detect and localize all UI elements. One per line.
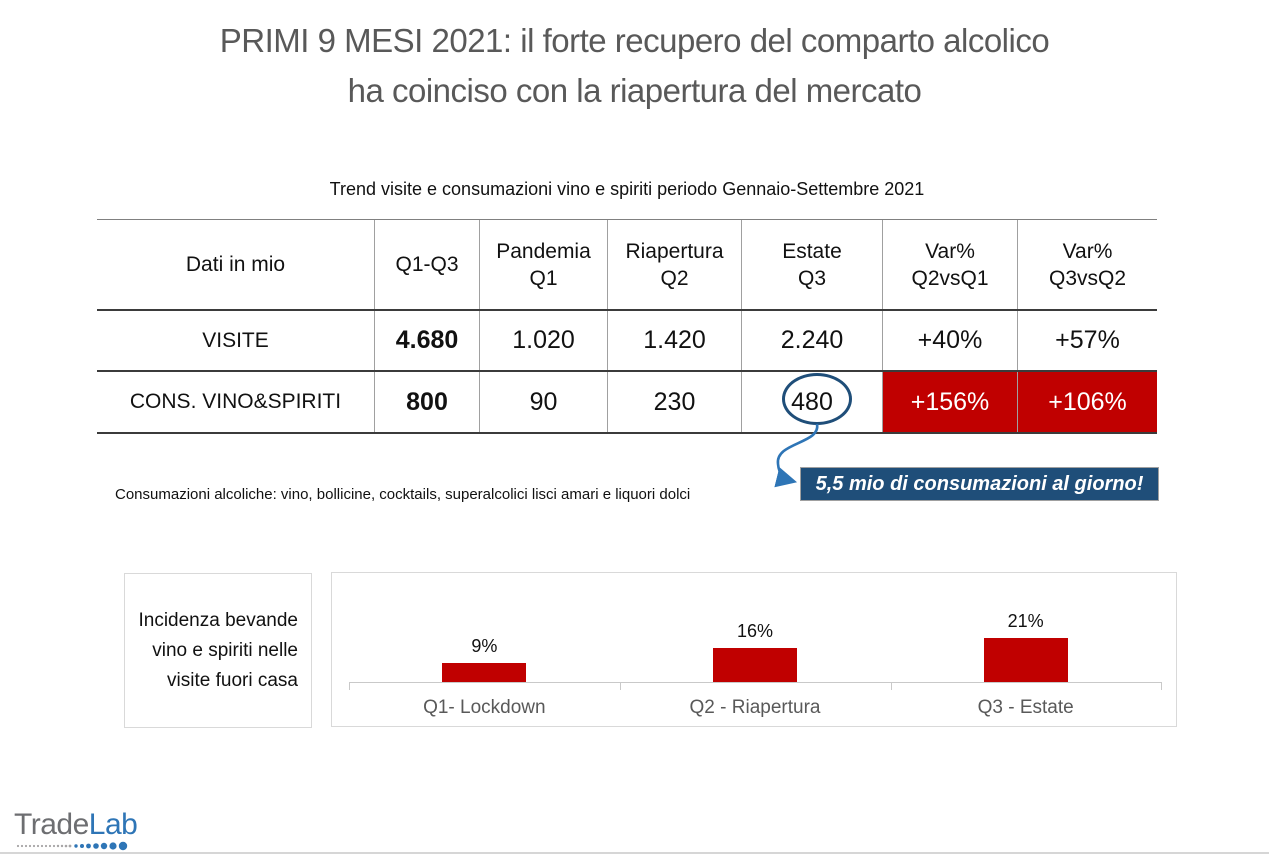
callout-box: 5,5 mio di consumazioni al giorno! — [800, 467, 1159, 501]
header-text: Q3vsQ2 — [1048, 266, 1127, 290]
header-text: Var% — [1062, 239, 1113, 263]
bar-q1 — [442, 663, 527, 682]
row-label-cons-vino-spiriti: CONS. VINO&SPIRITI — [97, 372, 375, 432]
cell-cons-q3-circled: 480 — [742, 372, 883, 432]
table-row-visite: VISITE 4.680 1.020 1.420 2.240 +40% +57% — [97, 311, 1157, 372]
header-cell-dati-in-mio: Dati in mio — [97, 220, 375, 309]
header-cell-var-q2vsq1: Var% Q2vsQ1 — [883, 220, 1018, 309]
bar-q2 — [713, 648, 797, 682]
header-text: Q2 — [660, 266, 689, 290]
table-title: Trend visite e consumazioni vino e spiri… — [329, 179, 925, 199]
cell-visite-var-q2vsq1: +40% — [883, 311, 1018, 370]
axis-tick — [349, 682, 350, 690]
header-cell-q1q3: Q1-Q3 — [375, 220, 480, 309]
category-label-q1: Q1- Lockdown — [423, 697, 546, 718]
logo-text: TradeLab — [14, 808, 138, 841]
data-table: Dati in mio Q1-Q3 Pandemia Q1 Riapertura… — [97, 219, 1157, 434]
chart-plot-area: 9% 16% 21% — [349, 573, 1161, 682]
header-text: Estate — [782, 239, 842, 263]
chart-side-label-box: Incidenza bevande vino e spiriti nelle v… — [124, 573, 312, 728]
header-text: Q2vsQ1 — [911, 266, 989, 290]
header-cell-estate: Estate Q3 — [742, 220, 883, 309]
bar-group-q1: 9% — [349, 573, 620, 682]
category-label-q3: Q3 - Estate — [977, 697, 1074, 718]
axis-tick — [620, 682, 621, 690]
logo-dots-icon — [16, 841, 128, 851]
cell-cons-var-q2vsq1: +156% — [883, 372, 1018, 432]
cell-cons-q1q3: 800 — [375, 372, 480, 432]
cell-visite-q1q3: 4.680 — [375, 311, 480, 370]
cell-visite-q2: 1.420 — [608, 311, 742, 370]
bar-q3 — [983, 638, 1068, 682]
category-label-q2: Q2 - Riapertura — [689, 697, 821, 718]
category-axis: Q1- Lockdown Q2 - Riapertura Q3 - Estate — [349, 697, 1161, 719]
cell-cons-var-q3vsq2: +106% — [1018, 372, 1157, 432]
axis-tick — [891, 682, 892, 690]
bottom-divider — [0, 852, 1269, 854]
header-text: Var% — [925, 239, 975, 263]
logo-text-lab: Lab — [88, 808, 138, 841]
bar-value-label: 9% — [471, 636, 498, 656]
cell-visite-q1: 1.020 — [480, 311, 608, 370]
page-title: PRIMI 9 MESI 2021: il forte recupero del… — [0, 16, 1269, 116]
header-cell-riapertura: Riapertura Q2 — [608, 220, 742, 309]
cell-visite-q3: 2.240 — [742, 311, 883, 370]
bar-group-q2: 16% — [620, 573, 891, 682]
table-row-cons-vino-spiriti: CONS. VINO&SPIRITI 800 90 230 480 +156% … — [97, 372, 1157, 434]
x-axis-line — [349, 682, 1161, 683]
header-cell-pandemia: Pandemia Q1 — [480, 220, 608, 309]
header-cell-var-q3vsq2: Var% Q3vsQ2 — [1018, 220, 1157, 309]
header-text: Dati in mio — [185, 253, 286, 276]
cell-cons-q2: 230 — [608, 372, 742, 432]
bar-group-q3: 21% — [890, 573, 1161, 682]
chart-side-label-text: Incidenza bevande vino e spiriti nelle v… — [138, 609, 298, 691]
page-title-line2: ha coinciso con la riapertura del mercat… — [347, 72, 922, 109]
footnote: Consumazioni alcoliche: vino, bollicine,… — [115, 486, 691, 503]
header-text: Pandemia — [496, 239, 591, 263]
header-text: Q1 — [529, 266, 558, 290]
logo-text-trade: Trade — [14, 808, 89, 841]
page-title-line1: PRIMI 9 MESI 2021: il forte recupero del… — [219, 22, 1050, 59]
header-text: Q1-Q3 — [395, 253, 459, 276]
table-header-row: Dati in mio Q1-Q3 Pandemia Q1 Riapertura… — [97, 220, 1157, 311]
cell-cons-q1: 90 — [480, 372, 608, 432]
cell-visite-var-q3vsq2: +57% — [1055, 326, 1120, 354]
incidence-bar-chart: 9% 16% 21% Q1- Lockdown Q2 - Riapertura … — [331, 572, 1177, 727]
header-text: Riapertura — [625, 239, 724, 263]
header-text: Q3 — [797, 266, 826, 290]
bar-value-label: 21% — [1007, 611, 1044, 631]
tradelab-logo: TradeLab — [14, 808, 138, 851]
curved-arrow-icon — [774, 423, 819, 488]
row-label-visite: VISITE — [97, 311, 375, 370]
bar-value-label: 16% — [736, 621, 774, 641]
axis-tick — [1161, 682, 1162, 690]
